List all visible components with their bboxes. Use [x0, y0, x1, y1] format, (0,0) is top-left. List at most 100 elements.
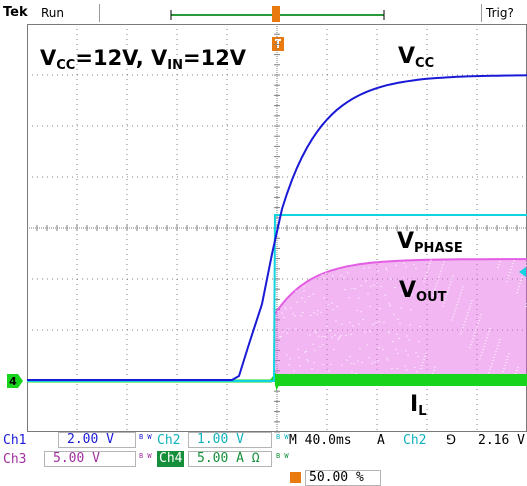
vout-noise [399, 322, 401, 324]
vout-noise [450, 281, 452, 283]
vout-noise [476, 326, 478, 328]
vout-noise [439, 273, 441, 275]
vout-noise [469, 347, 471, 349]
vout-noise [415, 352, 417, 354]
vout-noise [373, 284, 375, 286]
vout-noise [502, 371, 504, 373]
vout-noise [397, 318, 399, 320]
channel-4-number: 4 [9, 375, 17, 388]
vout-noise [424, 355, 426, 357]
vout-noise [388, 332, 390, 334]
vout-noise [350, 362, 352, 364]
vout-noise [312, 293, 314, 295]
vout-noise [442, 264, 444, 266]
vout-noise [498, 342, 500, 344]
vout-noise [341, 323, 343, 325]
vout-noise [422, 361, 424, 363]
vout-noise [363, 267, 365, 269]
vout-noise [380, 285, 382, 287]
vout-noise [359, 348, 361, 350]
vout-noise [384, 294, 386, 296]
vout-noise [406, 335, 408, 337]
vout-noise [432, 294, 434, 296]
vout-noise [508, 353, 510, 355]
vout-noise [458, 298, 460, 300]
vout-noise [401, 292, 403, 294]
vout-noise [392, 341, 394, 343]
vout-noise [451, 278, 453, 280]
vout-noise [493, 357, 495, 359]
ch3-scale[interactable]: 5.00 V [44, 451, 136, 467]
vout-noise [366, 344, 368, 346]
vcc-trace [27, 74, 527, 381]
vout-noise [451, 319, 453, 321]
vout-noise [307, 360, 309, 362]
vout-noise [491, 363, 493, 365]
vout-noise [393, 314, 395, 316]
horizontal-position[interactable]: 50.00 % [305, 470, 381, 486]
timebase-readout[interactable]: M 40.0ms [289, 433, 352, 448]
vout-noise [395, 348, 397, 350]
channel-4-ground-marker[interactable]: 4 [7, 374, 23, 388]
vout-noise [462, 327, 464, 329]
vout-envelope [275, 259, 527, 379]
vout-noise [337, 338, 339, 340]
vout-noise [421, 364, 423, 366]
vout-noise [465, 318, 467, 320]
vout-noise [445, 296, 447, 298]
vout-noise [423, 358, 425, 360]
vout-noise [430, 259, 432, 261]
vout-noise [292, 313, 294, 315]
vout-noise [335, 320, 337, 322]
vout-noise [483, 346, 485, 348]
waveform-traces [27, 74, 527, 391]
vout-noise [348, 297, 350, 299]
trigger-level[interactable]: 2.16 V [478, 433, 525, 448]
brand-logo: Tek [3, 5, 28, 20]
vout-noise [332, 309, 334, 311]
vout-noise [358, 323, 360, 325]
trigger-mode: A [377, 433, 385, 448]
vout-noise [489, 369, 491, 371]
vout-noise [478, 320, 480, 322]
vout-noise [463, 324, 465, 326]
vout-noise [356, 309, 358, 311]
vout-noise [279, 336, 281, 338]
vout-noise [406, 369, 408, 371]
ch1-bw-icon: B W [139, 433, 152, 441]
waveform-display[interactable]: VCC=12V, VIN=12V VCC VPHASE VOUT IL [27, 24, 527, 434]
vout-noise [303, 286, 305, 288]
vout-noise [415, 268, 417, 270]
vout-noise [425, 352, 427, 354]
vout-noise [288, 364, 290, 366]
vout-noise [525, 306, 527, 308]
vout-noise [319, 346, 321, 348]
vout-noise [498, 264, 500, 266]
vout-noise [448, 287, 450, 289]
ch4-scale[interactable]: 5.00 A Ω [188, 451, 272, 467]
vout-noise [416, 371, 418, 373]
vout-noise [473, 335, 475, 337]
vout-noise [480, 355, 482, 357]
vout-noise [455, 307, 457, 309]
ch1-scale[interactable]: 2.00 V [58, 432, 136, 448]
vout-noise [471, 300, 473, 302]
horizontal-position-icon [290, 472, 301, 483]
vout-noise [369, 306, 371, 308]
vout-noise [494, 354, 496, 356]
vout-noise [449, 284, 451, 286]
ch2-bw-icon: B W [276, 433, 289, 441]
vout-noise [299, 365, 301, 367]
ch2-scale[interactable]: 1.00 V [188, 432, 272, 448]
vout-noise [407, 354, 409, 356]
vout-noise [324, 336, 326, 338]
vout-noise [425, 274, 427, 276]
vout-noise [479, 358, 481, 360]
vout-noise [333, 348, 335, 350]
vout-noise [414, 283, 416, 285]
vout-noise [432, 372, 434, 374]
vout-noise [334, 334, 336, 336]
channel-2-offscreen-arrow [519, 267, 526, 277]
vout-noise [469, 306, 471, 308]
trigger-source[interactable]: Ch2 [403, 433, 427, 448]
